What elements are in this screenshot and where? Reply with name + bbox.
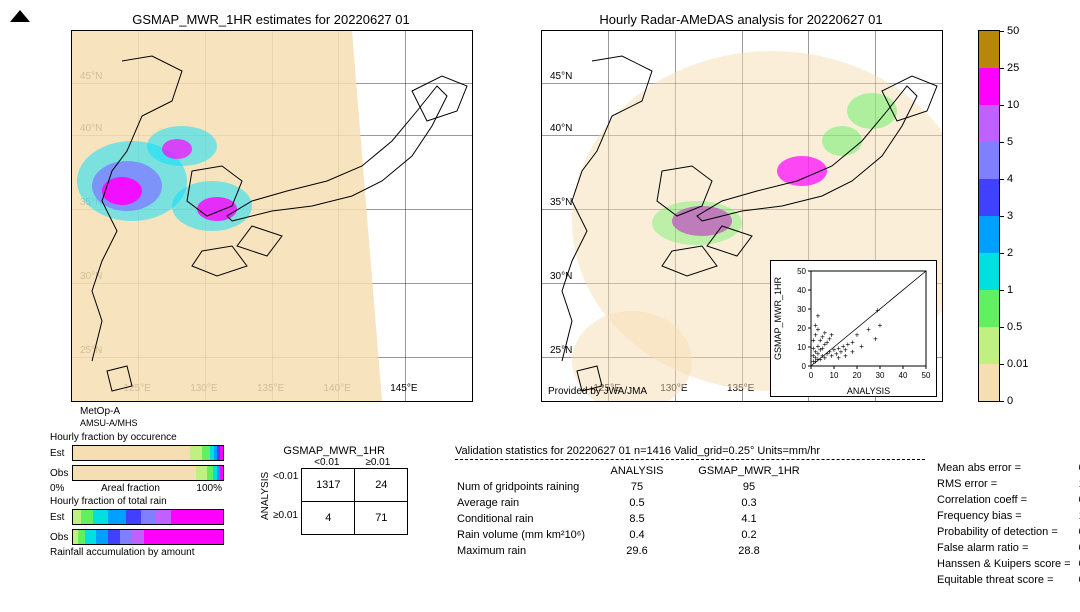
cont-rowlabel-0: <0.01 (273, 471, 298, 482)
cont-col-header: GSMAP_MWR_1HR (260, 445, 408, 457)
colorbar-tick: 25 (1007, 62, 1019, 74)
bar-label-est-2: Est (50, 512, 72, 523)
lon-tick: 140°E (323, 383, 350, 394)
bar-est-1 (72, 445, 224, 461)
satellite-label-1: MetOp-A (80, 406, 120, 417)
colorbar-arrow (10, 10, 30, 22)
colorbar-tick: 50 (1007, 25, 1019, 37)
lat-tick: 25°N (550, 345, 572, 356)
colorbar: 502510543210.50.010 (978, 30, 1000, 402)
lat-tick: 25°N (80, 345, 102, 356)
cont-collabel-1: ≥0.01 (352, 457, 403, 468)
metrics-table: Mean abs error =0.3RMS error =1.7Correla… (935, 459, 1080, 589)
svg-text:50: 50 (922, 371, 931, 380)
svg-text:ANALYSIS: ANALYSIS (847, 386, 890, 396)
lon-tick: 135°E (257, 383, 284, 394)
lat-tick: 35°N (80, 197, 102, 208)
svg-text:+: + (816, 312, 821, 321)
stats-block: Validation statistics for 20220627 01 n=… (455, 445, 925, 560)
svg-text:0: 0 (809, 371, 814, 380)
svg-text:+: + (875, 306, 880, 315)
contingency-block: GSMAP_MWR_1HR ANALYSIS <0.01 ≥0.01 <0.01… (260, 445, 408, 535)
colorbar-tick: 0.01 (1007, 358, 1028, 370)
svg-text:+: + (850, 348, 855, 357)
lon-tick: 130°E (660, 383, 687, 394)
lat-tick: 35°N (550, 197, 572, 208)
right-map-title: Hourly Radar-AMeDAS analysis for 2022062… (541, 12, 941, 27)
cont-cell-01: 24 (355, 469, 408, 502)
colorbar-tick: 0 (1007, 395, 1013, 407)
svg-text:+: + (829, 331, 834, 340)
cont-cell-11: 71 (355, 502, 408, 535)
svg-text:0: 0 (802, 362, 807, 371)
areal-0: 0% (50, 483, 64, 494)
frac-title-3: Rainfall accumulation by amount (50, 547, 224, 558)
lat-tick: 30°N (80, 271, 102, 282)
areal-mid: Areal fraction (101, 483, 160, 494)
bar-est-2 (72, 509, 224, 525)
stats-table: ANALYSISGSMAP_MWR_1HRNum of gridpoints r… (455, 462, 821, 560)
svg-text:+: + (816, 325, 821, 334)
svg-text:20: 20 (853, 371, 862, 380)
lon-tick: 135°E (727, 383, 754, 394)
bar-label-obs-1: Obs (50, 468, 72, 479)
frac-title-2: Hourly fraction of total rain (50, 496, 224, 507)
svg-text:+: + (836, 353, 841, 362)
colorbar-tick: 3 (1007, 210, 1013, 222)
lat-tick: 30°N (550, 271, 572, 282)
left-map-title: GSMAP_MWR_1HR estimates for 20220627 01 (71, 12, 471, 27)
cont-cell-10: 4 (302, 502, 355, 535)
svg-text:30: 30 (797, 305, 806, 314)
svg-text:+: + (873, 334, 878, 343)
cont-collabel-0: <0.01 (301, 457, 352, 468)
cont-cell-00: 1317 (302, 469, 355, 502)
bar-obs-1 (72, 465, 224, 481)
lon-tick: 145°E (390, 383, 417, 394)
provided-by-label: Provided by JWA/JMA (548, 386, 647, 397)
svg-text:+: + (866, 325, 871, 334)
cont-row-header: ANALYSIS (260, 457, 271, 535)
bar-label-est-1: Est (50, 448, 72, 459)
lat-tick: 40°N (550, 123, 572, 134)
scatter-inset: 0010102020303040405050++++++++++++++++++… (770, 260, 937, 397)
colorbar-tick: 10 (1007, 99, 1019, 111)
stats-header: Validation statistics for 20220627 01 n=… (455, 445, 925, 460)
contingency-table: 131724 471 (301, 468, 408, 535)
frac-title-1: Hourly fraction by occurence (50, 432, 224, 443)
svg-text:+: + (878, 321, 883, 330)
svg-text:50: 50 (797, 267, 806, 276)
svg-text:10: 10 (797, 343, 806, 352)
svg-text:+: + (855, 331, 860, 340)
colorbar-tick: 4 (1007, 173, 1013, 185)
colorbar-tick: 1 (1007, 284, 1013, 296)
colorbar-tick: 5 (1007, 136, 1013, 148)
svg-text:10: 10 (830, 371, 839, 380)
bar-label-obs-2: Obs (50, 532, 72, 543)
satellite-label-2: AMSU-A/MHS (80, 418, 138, 428)
svg-text:20: 20 (797, 324, 806, 333)
svg-text:40: 40 (797, 286, 806, 295)
lat-tick: 45°N (80, 71, 102, 82)
svg-text:30: 30 (876, 371, 885, 380)
svg-text:40: 40 (899, 371, 908, 380)
colorbar-tick: 2 (1007, 247, 1013, 259)
svg-text:GSMAP_MWR_1HR: GSMAP_MWR_1HR (773, 276, 783, 360)
lon-tick: 125°E (123, 383, 150, 394)
lat-tick: 45°N (550, 71, 572, 82)
fraction-bars-block: Hourly fraction by occurence Est Obs 0% … (50, 432, 224, 558)
lon-tick: 130°E (190, 383, 217, 394)
svg-text:+: + (843, 351, 848, 360)
colorbar-tick: 0.5 (1007, 321, 1022, 333)
svg-text:+: + (822, 329, 827, 338)
cont-rowlabel-1: ≥0.01 (273, 510, 298, 521)
metrics-block: Mean abs error =0.3RMS error =1.7Correla… (935, 459, 1080, 589)
lat-tick: 40°N (80, 123, 102, 134)
areal-100: 100% (196, 483, 222, 494)
left-map-panel: 125°E 130°E 135°E 140°E 145°E 25°N 30°N 35°N 40°… (71, 30, 473, 402)
bar-obs-2 (72, 529, 224, 545)
svg-text:+: + (859, 342, 864, 351)
